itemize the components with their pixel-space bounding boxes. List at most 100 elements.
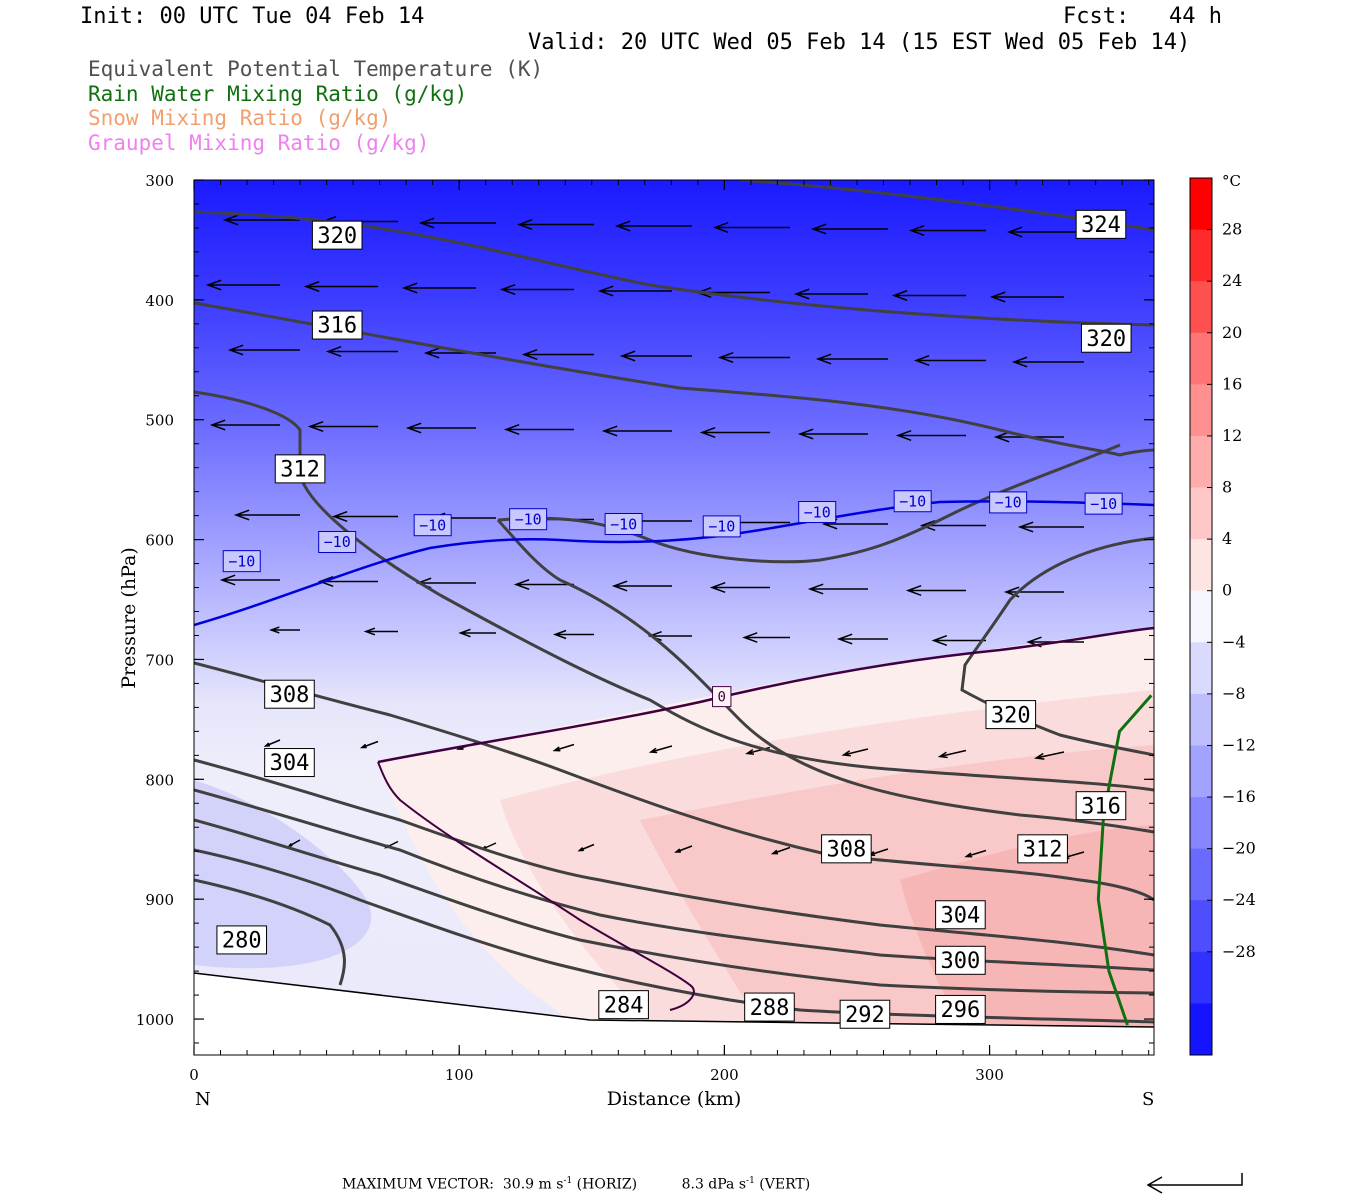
theta-e-line [194, 301, 1154, 457]
wind-vector [363, 627, 398, 636]
theta-e-line [194, 210, 1154, 327]
temperature-label-box [604, 513, 643, 536]
colorbar: °C 28 24 20 16 12 8 4 0 −4 −8 −12 −16 −20 −24 −28 [1189, 172, 1256, 1056]
y-tick-label: 1000 [136, 1011, 174, 1029]
theta-e-label-box [935, 900, 986, 930]
temperature-label: −10 [413, 514, 452, 537]
wind-vector [648, 745, 673, 754]
colorbar-segment [1190, 281, 1212, 334]
wind-vector [793, 288, 868, 300]
temperature-label-text: −10 [804, 503, 831, 521]
init-time: Init: 00 UTC Tue 04 Feb 14 [80, 4, 425, 29]
wind-vector [458, 628, 496, 638]
wind-vector [931, 634, 986, 647]
colorbar-label: 24 [1222, 271, 1242, 290]
footer-horiz-exp: -1 [563, 1176, 573, 1186]
colorbar-segment [1190, 1003, 1212, 1056]
colorbar-label: 20 [1222, 323, 1242, 342]
temperature-label-box [989, 491, 1028, 514]
temperature-label: −10 [1084, 492, 1123, 515]
colorbar-segment [1190, 487, 1212, 540]
x-axis-label: Distance (km) [607, 1088, 742, 1110]
wind-vector [503, 423, 574, 436]
theta-e-label-text: 280 [222, 929, 262, 954]
temperature-label-box [712, 686, 732, 708]
theta-e-label-box [1075, 209, 1127, 239]
y-axis-label: Pressure (hPa) [118, 547, 140, 689]
colorbar-label: −8 [1222, 684, 1246, 703]
theta-e-label: 316 [311, 310, 363, 340]
temperature-label: −10 [222, 550, 261, 573]
theta-e-label-text: 316 [317, 314, 357, 339]
x-axis-left-end: N [195, 1089, 211, 1110]
colorbar-label: 12 [1222, 426, 1242, 445]
wind-vector [913, 354, 986, 367]
wind-vector [1017, 521, 1084, 533]
theta-e-label-box [839, 999, 891, 1029]
wind-vector [331, 510, 398, 523]
colorbar-label: −12 [1222, 735, 1256, 754]
wind-vector [552, 629, 594, 640]
wind-vector [601, 425, 672, 437]
theta-e-label-box [274, 454, 326, 484]
minus-10-contour [194, 500, 1154, 627]
colorbar-label: −28 [1222, 942, 1256, 961]
temperature-label-text: −10 [1090, 495, 1117, 513]
colorbar-label: 0 [1222, 581, 1232, 600]
wind-vector [233, 509, 300, 521]
footer-vert-exp: -1 [746, 1176, 755, 1186]
y-tick-label: 700 [145, 651, 174, 669]
colorbar-label: −24 [1222, 890, 1256, 909]
temperature-label: −10 [509, 508, 548, 531]
wind-vector [964, 849, 987, 858]
colorbar-label: 16 [1222, 374, 1242, 393]
footer-max-label: MAXIMUM VECTOR: [342, 1176, 494, 1193]
colorbar-label: −16 [1222, 787, 1256, 806]
theta-e-label-box [935, 994, 986, 1024]
ground-line [193, 972, 1155, 1028]
wind-vector [841, 748, 869, 757]
footer-vert-suffix: (VERT) [754, 1176, 811, 1193]
theta-e-label-text: 300 [941, 949, 981, 974]
theta-e-label: 304 [935, 900, 986, 930]
wind-vector [937, 749, 967, 759]
y-tick-label: 800 [145, 771, 174, 789]
x-tick-label: 0 [189, 1066, 199, 1084]
colorbar-segment [1190, 797, 1212, 850]
wind-vector [699, 426, 770, 439]
rain-contours [1096, 694, 1153, 1026]
rain-water-line [1096, 694, 1153, 1026]
temperature-label-box [798, 501, 837, 524]
temperature-label-text: −10 [324, 533, 351, 551]
wind-vector [895, 429, 966, 442]
theta-e-label-box [264, 679, 315, 709]
wind-vector [269, 626, 300, 634]
colorbar-segment [1190, 848, 1212, 901]
temperature-label: −10 [798, 501, 837, 524]
theta-e-label: 316 [1075, 791, 1127, 821]
theta-e-label: 284 [598, 990, 649, 1020]
theta-e-label-box [216, 925, 268, 955]
axes: 300 400 500 600 700 800 900 1000 0 100 200 300 [136, 172, 1154, 1084]
wind-vector [513, 578, 574, 591]
colorbar-label: 8 [1222, 478, 1232, 497]
wind-vector [674, 845, 693, 853]
theta-e-label-box [744, 992, 795, 1022]
colorbar-segment [1190, 435, 1212, 489]
legend-graupel: Graupel Mixing Ratio (g/kg) [88, 131, 430, 155]
theta-e-label-box [264, 748, 315, 778]
x-axis-right-end: S [1142, 1089, 1154, 1110]
wind-vector [807, 583, 868, 595]
colorbar-segment [1190, 332, 1212, 385]
colorbar-segment [1190, 178, 1212, 231]
theta-e-label: 300 [935, 945, 986, 975]
colorbar-label: 28 [1222, 220, 1242, 239]
wind-vector [1011, 356, 1084, 368]
theta-e-label-box [1080, 323, 1132, 353]
temperature-label-text: −10 [610, 515, 637, 533]
temperature-label-text: −10 [228, 552, 255, 570]
theta-e-label: 324 [1075, 209, 1127, 239]
temperature-label: −10 [702, 515, 741, 538]
wind-vector [405, 422, 476, 434]
